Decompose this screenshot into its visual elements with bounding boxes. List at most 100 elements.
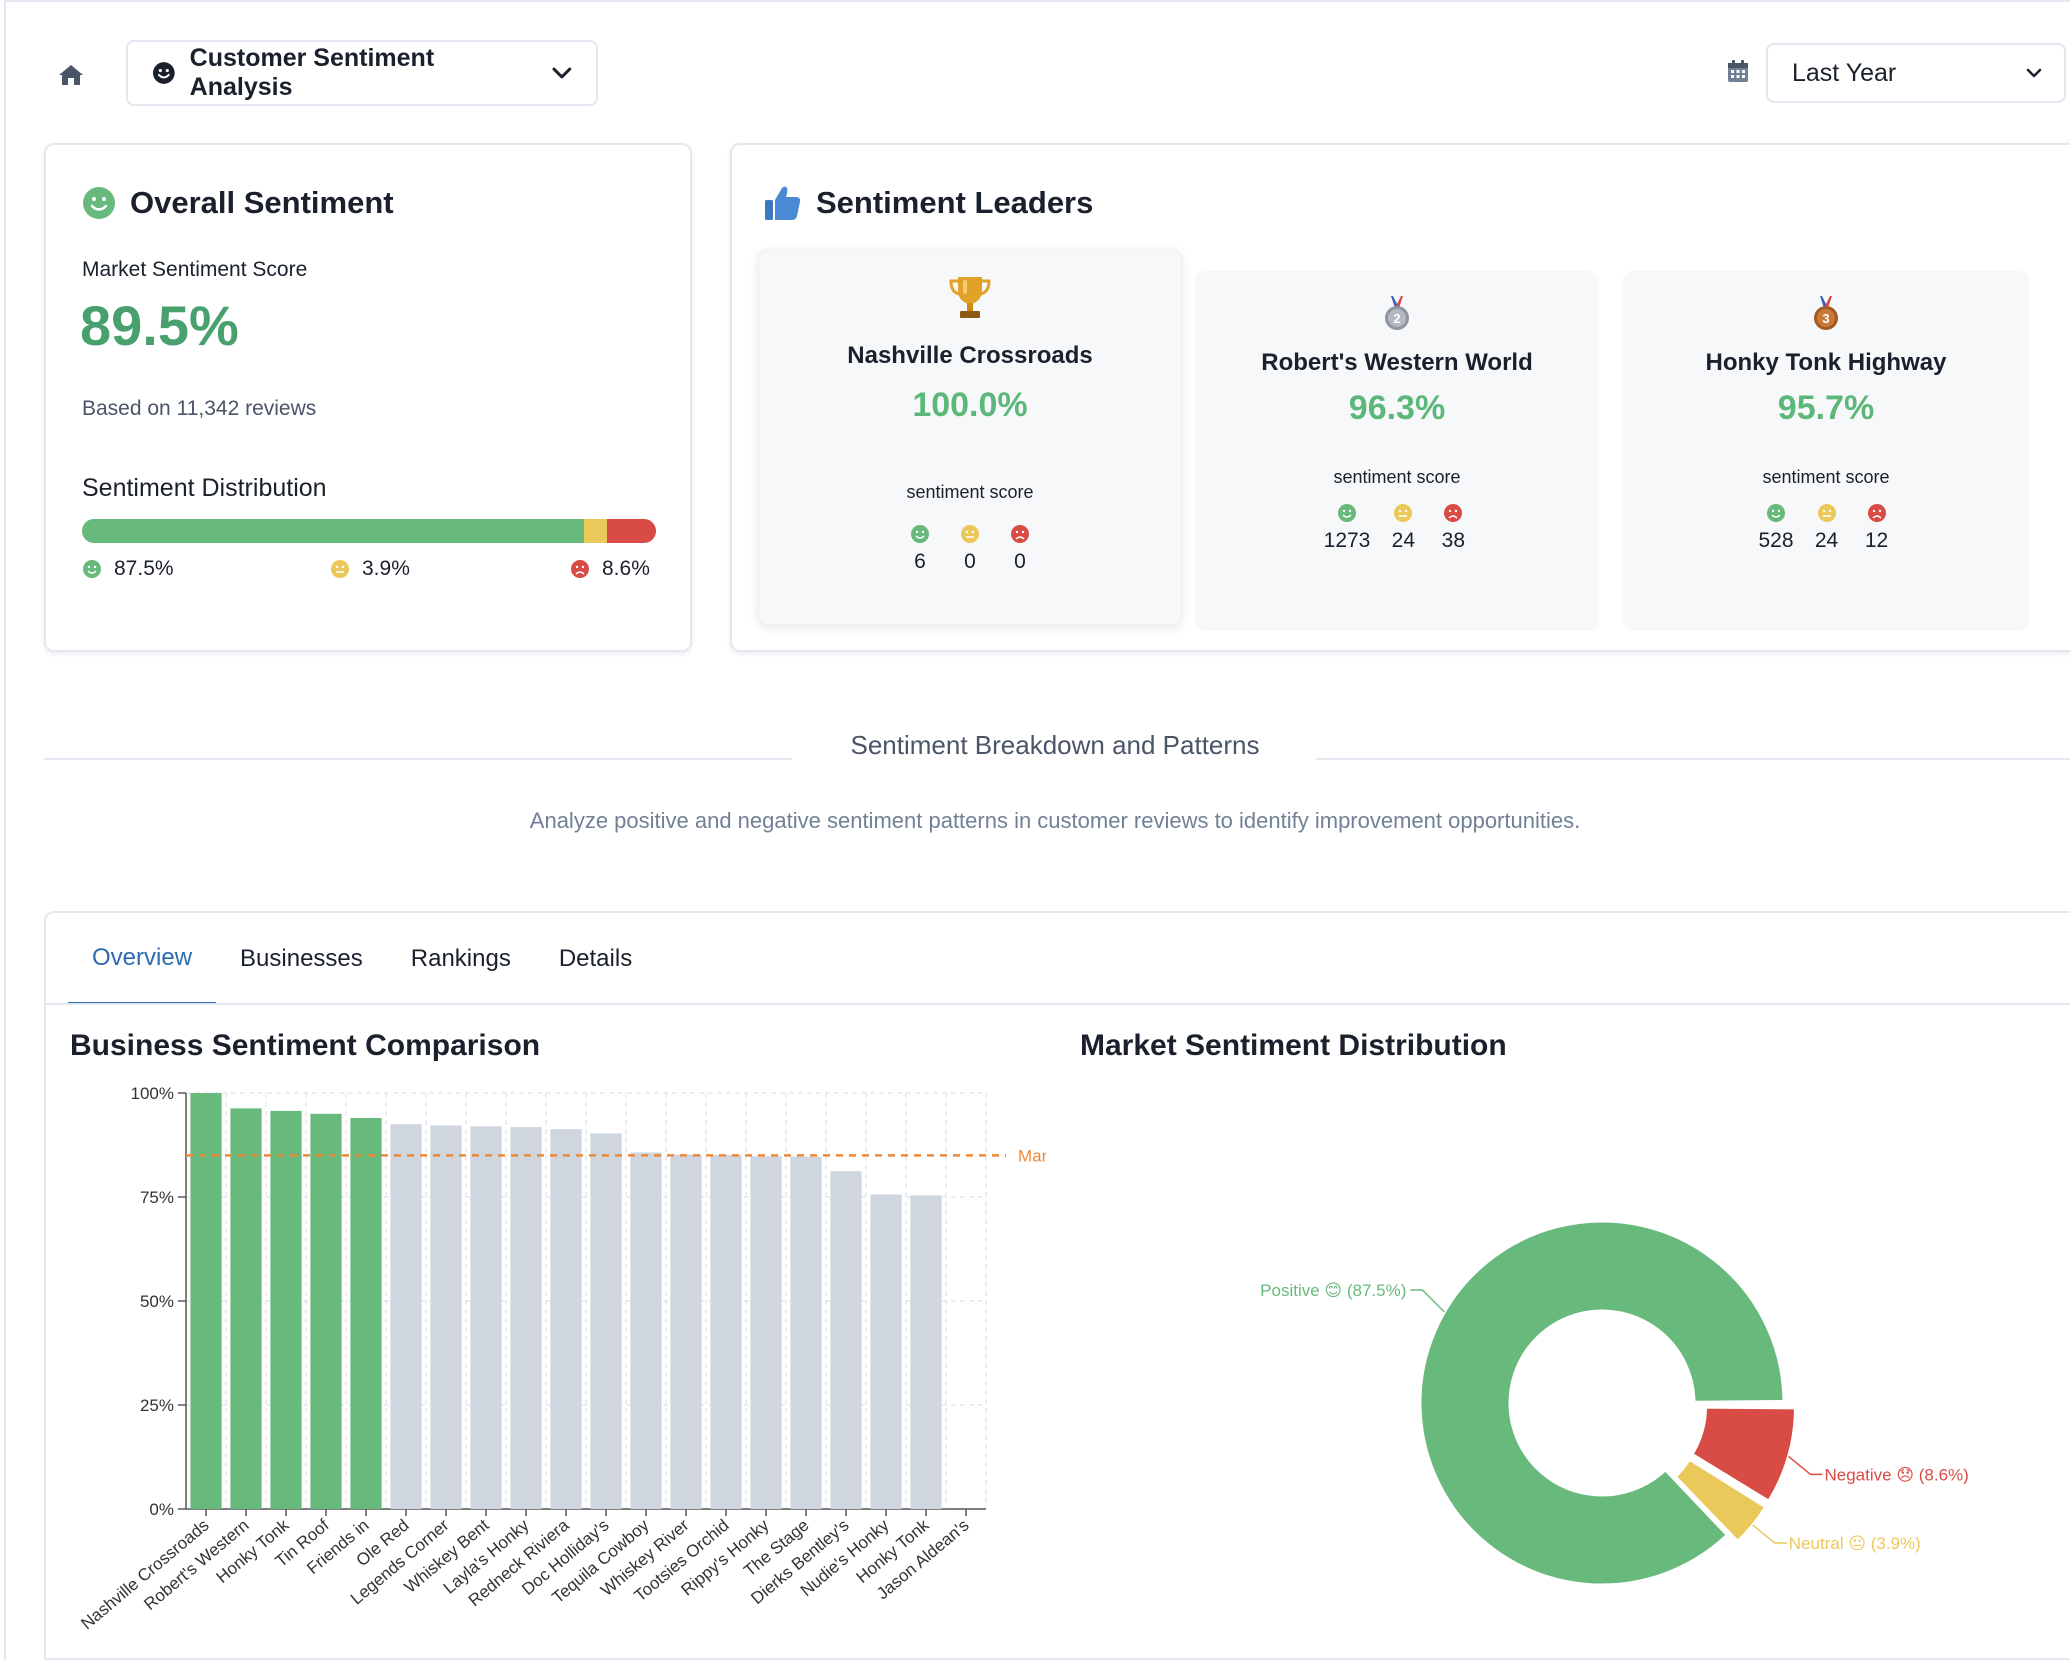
leader-1-counts: 6 0 0 bbox=[759, 524, 1181, 574]
leader-3-negative-count: 12 bbox=[1864, 529, 1889, 552]
bar bbox=[310, 1113, 342, 1509]
tab-rankings[interactable]: Rankings bbox=[410, 945, 511, 972]
slice-negative bbox=[1689, 1405, 1798, 1504]
bar bbox=[350, 1117, 382, 1509]
leader-2-neutral: 24 bbox=[1386, 503, 1420, 553]
neutral-face-icon bbox=[331, 560, 349, 578]
bar bbox=[470, 1126, 502, 1509]
leader-3-positive-count: 528 bbox=[1758, 529, 1794, 552]
overall-sentiment-heading: Overall Sentiment bbox=[82, 185, 394, 221]
y-tick-label: 100% bbox=[131, 1084, 174, 1103]
home-icon bbox=[59, 65, 83, 85]
silver-medal-icon: 2 bbox=[1195, 295, 1599, 331]
distribution-positive-segment bbox=[82, 519, 585, 543]
chevron-down-icon bbox=[2026, 68, 2042, 78]
trophy-icon bbox=[759, 274, 1181, 320]
leader-1-positive: 6 bbox=[903, 524, 937, 574]
svg-text:2: 2 bbox=[1393, 311, 1400, 326]
analysis-panel: Overview Businesses Rankings Details Bus… bbox=[44, 911, 2070, 1660]
leader-3-neutral-count: 24 bbox=[1814, 529, 1839, 552]
bar bbox=[790, 1156, 822, 1509]
leader-2-negative-count: 38 bbox=[1441, 529, 1466, 552]
leader-3-score: 95.7% bbox=[1777, 389, 1875, 427]
leader-1-score: 100.0% bbox=[912, 386, 1028, 424]
slice-label-negative: Negative 😞 (8.6%) bbox=[1825, 1465, 1969, 1484]
bar bbox=[390, 1124, 422, 1509]
bar bbox=[830, 1171, 862, 1509]
dashboard-selector[interactable]: Customer Sentiment Analysis bbox=[126, 40, 598, 106]
neutral-face-icon bbox=[1817, 504, 1836, 522]
section-divider-right bbox=[1316, 758, 2070, 760]
bar bbox=[670, 1154, 702, 1509]
bar bbox=[430, 1125, 462, 1509]
bar bbox=[190, 1093, 222, 1509]
leader-1-negative-count: 0 bbox=[1014, 550, 1026, 573]
leader-3-positive: 528 bbox=[1758, 503, 1794, 553]
legend-negative-value: 8.6% bbox=[602, 557, 650, 580]
distribution-bar bbox=[82, 519, 656, 543]
neutral-face-icon bbox=[961, 525, 979, 543]
leader-card-2[interactable]: 2 Robert's Western World 96.3% sentiment… bbox=[1195, 271, 1599, 631]
leader-card-3[interactable]: 3 Honky Tonk Highway 95.7% sentiment sco… bbox=[1623, 271, 2029, 631]
bar bbox=[750, 1156, 782, 1509]
leader-card-1[interactable]: Nashville Crossroads 100.0% sentiment sc… bbox=[758, 249, 1182, 625]
leader-3-negative: 12 bbox=[1860, 503, 1894, 553]
section-divider-left bbox=[44, 758, 792, 760]
positive-face-icon bbox=[1766, 504, 1785, 522]
slice-label-neutral: Neutral 😐 (3.9%) bbox=[1789, 1534, 1921, 1553]
y-tick-label: 75% bbox=[140, 1188, 174, 1207]
market-score-label: Market Sentiment Score bbox=[82, 258, 308, 281]
tab-bar-divider bbox=[46, 1003, 2070, 1005]
tab-businesses[interactable]: Businesses bbox=[240, 945, 363, 972]
negative-face-icon bbox=[571, 560, 589, 578]
bar bbox=[630, 1152, 662, 1509]
market-sentiment-donut-chart: Negative 😞 (8.6%) Neutral 😐 (3.9%) Positiv… bbox=[1260, 1219, 1969, 1587]
home-button[interactable] bbox=[56, 60, 86, 90]
leader-1-neutral: 0 bbox=[953, 524, 987, 574]
bar bbox=[870, 1194, 902, 1509]
positive-face-icon bbox=[911, 525, 929, 543]
y-tick-label: 25% bbox=[140, 1396, 174, 1415]
positive-face-icon bbox=[83, 560, 101, 578]
leader-3-caption: sentiment score bbox=[1762, 467, 1890, 487]
slice-neutral bbox=[1673, 1457, 1768, 1544]
overall-sentiment-card: Overall Sentiment Market Sentiment Score… bbox=[44, 143, 692, 652]
tab-details[interactable]: Details bbox=[558, 945, 633, 972]
dashboard-selector-label: Customer Sentiment Analysis bbox=[189, 44, 435, 101]
bar bbox=[710, 1154, 742, 1509]
legend-neutral-value: 3.9% bbox=[362, 557, 410, 580]
calendar-icon bbox=[1727, 59, 1749, 88]
distribution-negative-segment bbox=[606, 519, 656, 543]
slice-leader-line bbox=[1752, 1524, 1787, 1544]
smile-icon bbox=[152, 62, 175, 84]
leader-1-negative: 0 bbox=[1003, 524, 1037, 574]
section-title: Sentiment Breakdown and Patterns bbox=[850, 730, 1260, 760]
leader-2-neutral-count: 24 bbox=[1391, 529, 1416, 552]
legend-positive: 87.5% bbox=[82, 557, 174, 581]
slice-label-positive: Positive 😊 (87.5%) bbox=[1260, 1281, 1406, 1300]
leader-2-name: Robert's Western World bbox=[1261, 349, 1533, 376]
slice-leader-line bbox=[1788, 1455, 1823, 1476]
donut-chart-title: Market Sentiment Distribution bbox=[1080, 1029, 1507, 1062]
legend-neutral: 3.9% bbox=[330, 557, 410, 581]
slice-positive bbox=[1418, 1219, 1786, 1587]
leader-2-caption: sentiment score bbox=[1333, 467, 1461, 487]
neutral-face-icon bbox=[1394, 504, 1413, 522]
leader-2-negative: 38 bbox=[1436, 503, 1470, 553]
positive-face-icon bbox=[1338, 504, 1356, 522]
sentiment-leaders-title: Sentiment Leaders bbox=[816, 185, 1094, 220]
bar bbox=[510, 1127, 542, 1509]
leader-1-neutral-count: 0 bbox=[964, 550, 976, 573]
market-score-value: 89.5% bbox=[80, 294, 239, 357]
y-tick-label: 0% bbox=[149, 1500, 174, 1519]
leader-3-name: Honky Tonk Highway bbox=[1705, 349, 1947, 376]
sentiment-leaders-card: Sentiment Leaders Nashville Crossroads 1… bbox=[730, 143, 2070, 652]
market-average-label: Mark bbox=[1018, 1146, 1046, 1165]
chevron-down-icon bbox=[552, 67, 572, 79]
period-select[interactable]: Last Year bbox=[1766, 43, 2066, 103]
app-frame bbox=[4, 0, 2070, 1660]
leader-2-positive-count: 1273 bbox=[1323, 529, 1371, 552]
tab-overview[interactable]: Overview bbox=[68, 913, 217, 1005]
leader-1-positive-count: 6 bbox=[914, 550, 926, 573]
negative-face-icon bbox=[1011, 525, 1029, 543]
